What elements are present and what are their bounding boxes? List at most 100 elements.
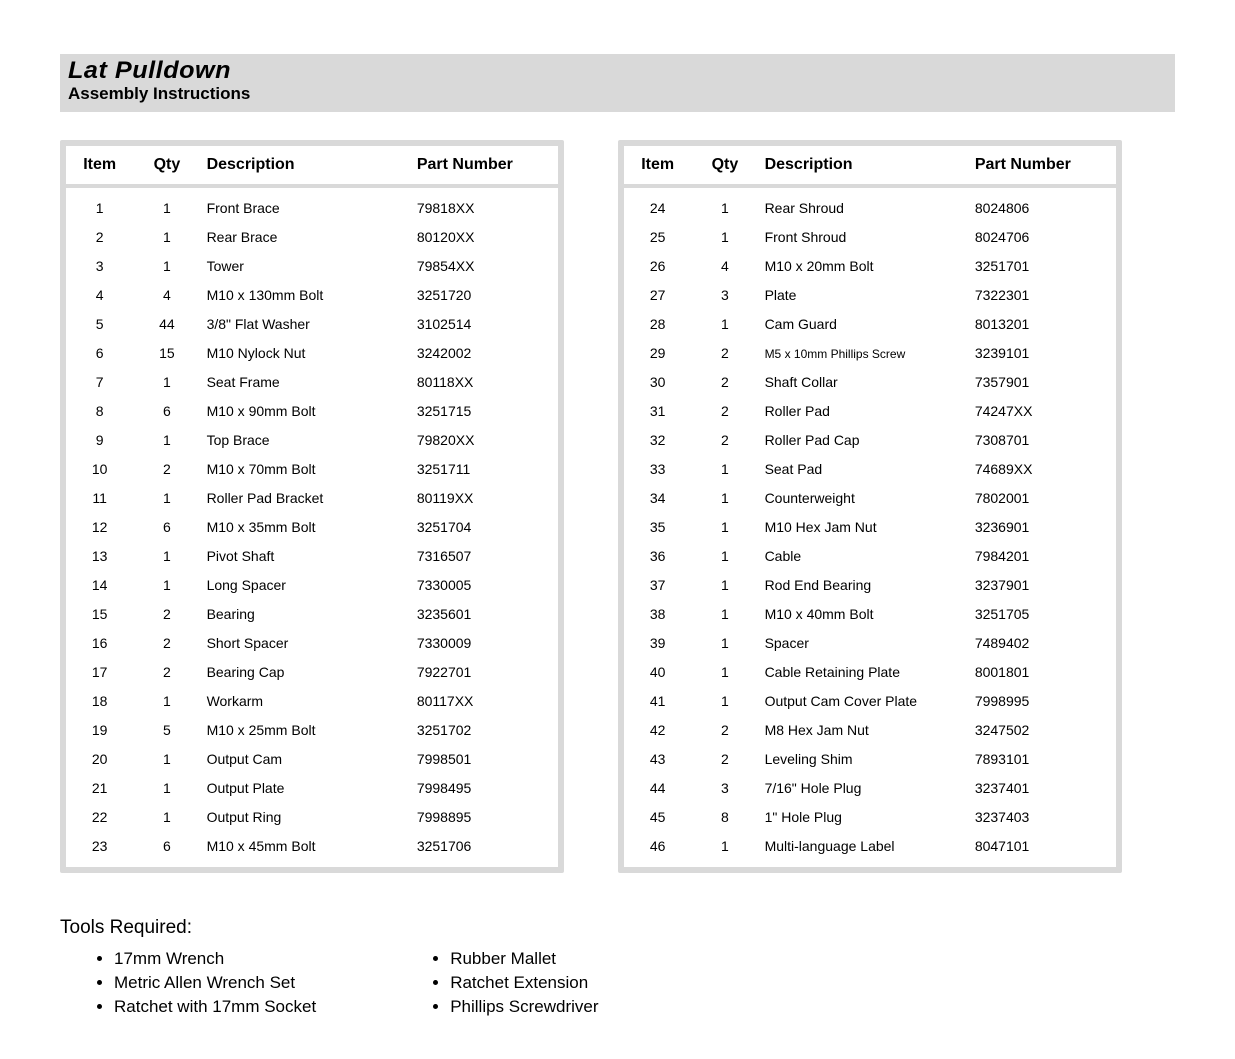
cell-item: 41 xyxy=(624,687,691,716)
table-row: 102M10 x 70mm Bolt3251711 xyxy=(66,455,558,484)
cell-qty: 3 xyxy=(691,774,758,803)
cell-item: 24 xyxy=(624,186,691,223)
cell-part-number: 74689XX xyxy=(969,455,1116,484)
cell-description: Long Spacer xyxy=(201,571,411,600)
parts-table-right: Item Qty Description Part Number 241Rear… xyxy=(624,146,1116,867)
cell-qty: 4 xyxy=(691,252,758,281)
cell-qty: 1 xyxy=(691,658,758,687)
cell-description: Spacer xyxy=(759,629,969,658)
cell-part-number: 7308701 xyxy=(969,426,1116,455)
cell-qty: 44 xyxy=(133,310,200,339)
page-subtitle: Assembly Instructions xyxy=(68,84,1175,104)
cell-item: 10 xyxy=(66,455,133,484)
table-row: 211Output Plate7998495 xyxy=(66,774,558,803)
cell-description: Tower xyxy=(201,252,411,281)
table-row: 411Output Cam Cover Plate7998995 xyxy=(624,687,1116,716)
cell-qty: 6 xyxy=(133,397,200,426)
cell-qty: 8 xyxy=(691,803,758,832)
cell-qty: 1 xyxy=(133,542,200,571)
cell-part-number: 7922701 xyxy=(411,658,558,687)
table-header-row: Item Qty Description Part Number xyxy=(624,146,1116,186)
cell-qty: 6 xyxy=(133,513,200,542)
cell-description: M8 Hex Jam Nut xyxy=(759,716,969,745)
cell-item: 25 xyxy=(624,223,691,252)
cell-qty: 2 xyxy=(133,658,200,687)
table-row: 331Seat Pad74689XX xyxy=(624,455,1116,484)
cell-item: 17 xyxy=(66,658,133,687)
table-row: 181Workarm80117XX xyxy=(66,687,558,716)
table-row: 461Multi-language Label8047101 xyxy=(624,832,1116,867)
cell-item: 12 xyxy=(66,513,133,542)
cell-item: 5 xyxy=(66,310,133,339)
col-part-number: Part Number xyxy=(969,146,1116,186)
cell-part-number: 79854XX xyxy=(411,252,558,281)
cell-item: 2 xyxy=(66,223,133,252)
table-row: 264M10 x 20mm Bolt3251701 xyxy=(624,252,1116,281)
cell-part-number: 7802001 xyxy=(969,484,1116,513)
cell-description: Workarm xyxy=(201,687,411,716)
cell-description: Front Brace xyxy=(201,186,411,223)
cell-description: 1" Hole Plug xyxy=(759,803,969,832)
cell-item: 37 xyxy=(624,571,691,600)
cell-qty: 1 xyxy=(691,600,758,629)
page-title: Lat Pulldown xyxy=(68,58,1230,84)
col-item: Item xyxy=(66,146,133,186)
cell-part-number: 7322301 xyxy=(969,281,1116,310)
tools-list-item: Metric Allen Wrench Set xyxy=(114,971,316,995)
cell-part-number: 7998501 xyxy=(411,745,558,774)
table-row: 172Bearing Cap7922701 xyxy=(66,658,558,687)
cell-item: 40 xyxy=(624,658,691,687)
cell-item: 38 xyxy=(624,600,691,629)
cell-qty: 1 xyxy=(133,774,200,803)
cell-part-number: 79820XX xyxy=(411,426,558,455)
cell-item: 15 xyxy=(66,600,133,629)
cell-description: Rod End Bearing xyxy=(759,571,969,600)
cell-item: 7 xyxy=(66,368,133,397)
table-row: 251Front Shroud8024706 xyxy=(624,223,1116,252)
table-row: 401Cable Retaining Plate8001801 xyxy=(624,658,1116,687)
cell-part-number: 8013201 xyxy=(969,310,1116,339)
cell-description: M10 x 70mm Bolt xyxy=(201,455,411,484)
cell-part-number: 3251701 xyxy=(969,252,1116,281)
cell-part-number: 7998895 xyxy=(411,803,558,832)
cell-qty: 3 xyxy=(691,281,758,310)
cell-description: M10 x 20mm Bolt xyxy=(759,252,969,281)
table-row: 86M10 x 90mm Bolt3251715 xyxy=(66,397,558,426)
cell-item: 1 xyxy=(66,186,133,223)
cell-part-number: 74247XX xyxy=(969,397,1116,426)
tools-list-item: Ratchet with 17mm Socket xyxy=(114,995,316,1019)
table-row: 302Shaft Collar7357901 xyxy=(624,368,1116,397)
cell-description: Shaft Collar xyxy=(759,368,969,397)
table-row: 273Plate7322301 xyxy=(624,281,1116,310)
cell-part-number: 3235601 xyxy=(411,600,558,629)
cell-qty: 1 xyxy=(133,571,200,600)
cell-part-number: 3251705 xyxy=(969,600,1116,629)
tools-heading: Tools Required: xyxy=(60,917,1175,939)
cell-part-number: 3237403 xyxy=(969,803,1116,832)
cell-item: 22 xyxy=(66,803,133,832)
table-row: 31Tower79854XX xyxy=(66,252,558,281)
cell-qty: 1 xyxy=(691,484,758,513)
cell-qty: 1 xyxy=(133,223,200,252)
tools-list-item: Phillips Screwdriver xyxy=(450,995,598,1019)
cell-description: Output Ring xyxy=(201,803,411,832)
cell-description: M10 x 45mm Bolt xyxy=(201,832,411,867)
cell-item: 39 xyxy=(624,629,691,658)
table-row: 71Seat Frame80118XX xyxy=(66,368,558,397)
cell-item: 11 xyxy=(66,484,133,513)
table-row: 152Bearing3235601 xyxy=(66,600,558,629)
table-row: 131Pivot Shaft7316507 xyxy=(66,542,558,571)
table-row: 381M10 x 40mm Bolt3251705 xyxy=(624,600,1116,629)
cell-item: 23 xyxy=(66,832,133,867)
table-row: 371Rod End Bearing3237901 xyxy=(624,571,1116,600)
table-row: 91Top Brace79820XX xyxy=(66,426,558,455)
parts-table-left: Item Qty Description Part Number 11Front… xyxy=(66,146,558,867)
table-row: 126M10 x 35mm Bolt3251704 xyxy=(66,513,558,542)
table-row: 111Roller Pad Bracket80119XX xyxy=(66,484,558,513)
cell-qty: 1 xyxy=(133,803,200,832)
parts-tables-row: Item Qty Description Part Number 11Front… xyxy=(60,140,1175,873)
cell-description: Top Brace xyxy=(201,426,411,455)
cell-part-number: 7489402 xyxy=(969,629,1116,658)
cell-qty: 5 xyxy=(133,716,200,745)
cell-qty: 1 xyxy=(133,745,200,774)
